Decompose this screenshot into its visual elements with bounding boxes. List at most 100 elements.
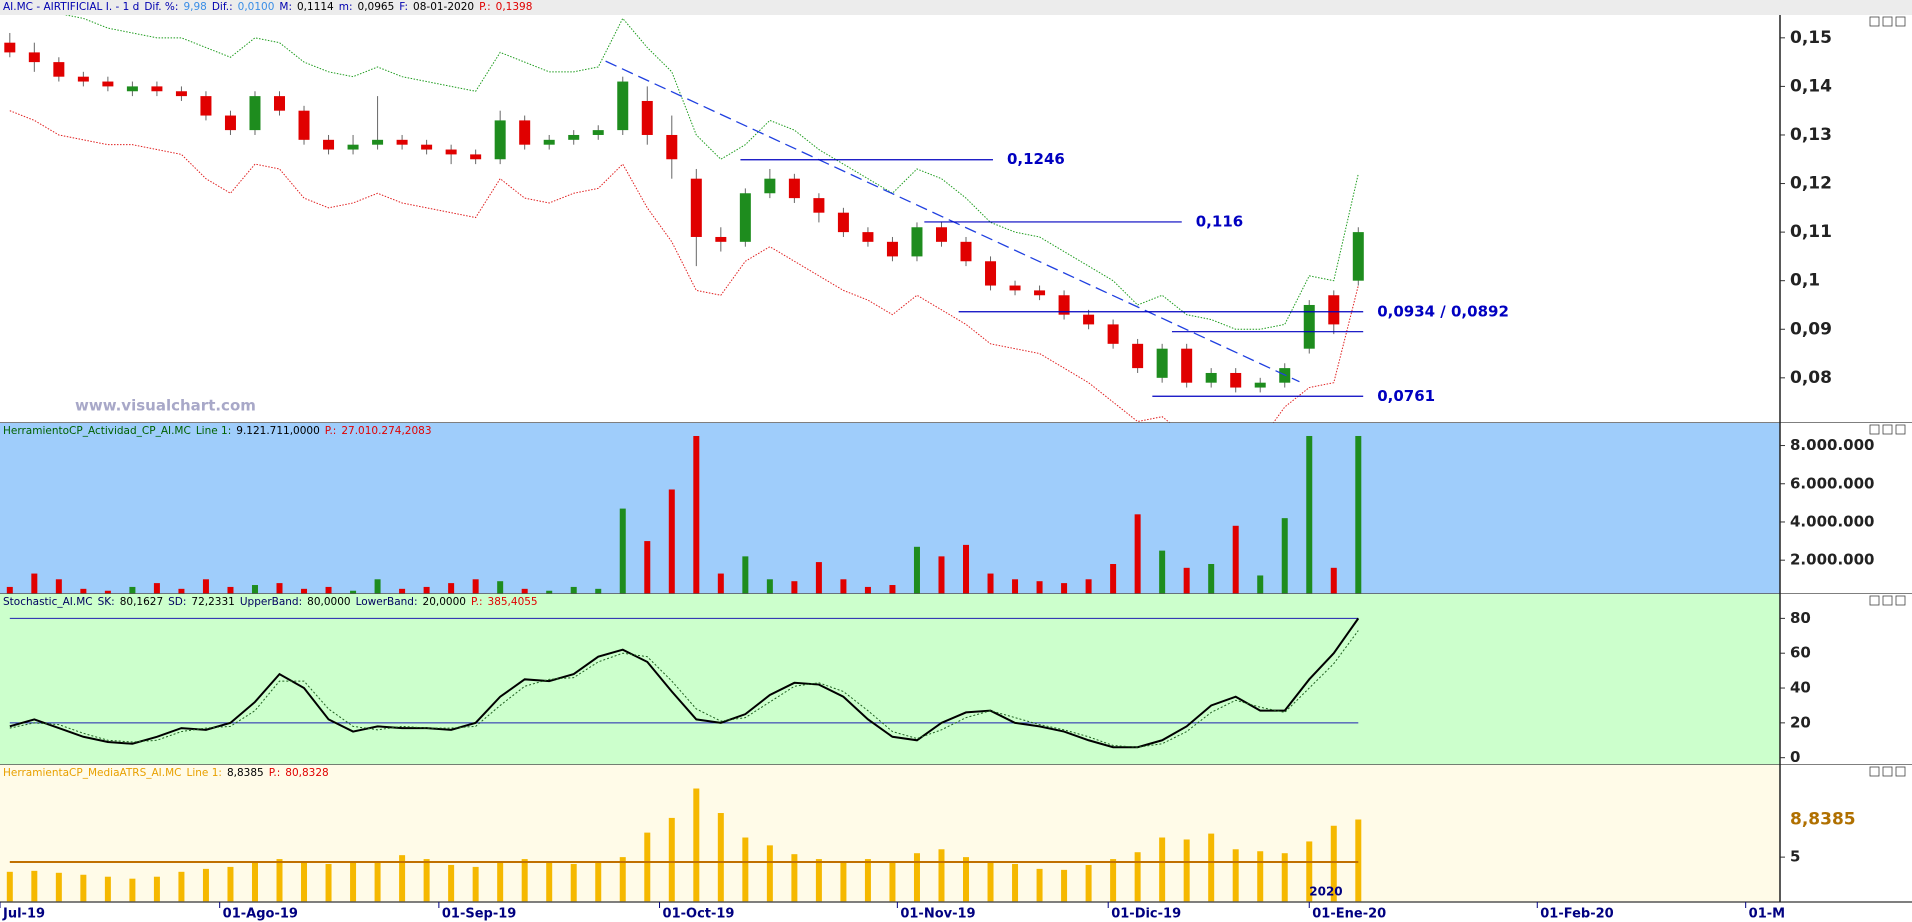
header-part: 80,8328 (285, 767, 328, 779)
bar (1159, 550, 1166, 594)
candle-body (617, 81, 629, 131)
candle-body (200, 96, 212, 116)
header-part: P.: (479, 1, 491, 13)
bar (227, 866, 234, 902)
y-tick-label: 0,11 (1790, 222, 1832, 242)
bar (153, 876, 160, 902)
bar (55, 579, 62, 594)
header-part: 8,8385 (227, 767, 264, 779)
bar (80, 588, 87, 594)
header-part: UpperBand: (240, 596, 302, 608)
window-button (1869, 595, 1880, 606)
bar (742, 837, 749, 902)
candle-body (788, 178, 800, 199)
plot-area (6, 788, 1362, 902)
bar (6, 586, 13, 594)
bar (1306, 841, 1313, 902)
bar (31, 870, 38, 902)
bar (938, 849, 945, 902)
header-part: Stochastic_AI.MC (3, 596, 93, 608)
bar (1061, 583, 1068, 594)
y-tick-label: 0,09 (1790, 319, 1832, 339)
bar (1085, 864, 1092, 902)
candle-body (1352, 232, 1364, 281)
window-button (1869, 16, 1880, 27)
band-line (9, 110, 1359, 423)
bar (913, 853, 920, 902)
bar (202, 868, 209, 902)
bar (864, 859, 871, 902)
bar (693, 788, 700, 902)
candle-body (298, 110, 310, 140)
bar (350, 590, 357, 594)
header-part: P.: (471, 596, 483, 608)
bar (276, 859, 283, 902)
candle-body (886, 241, 898, 257)
bar (864, 586, 871, 594)
y-tick-label: 5 (1790, 848, 1800, 866)
panel-background (0, 423, 1780, 594)
bar (987, 861, 994, 902)
header-part: 0,1398 (496, 1, 533, 13)
current-value-label: 8,8385 (1790, 810, 1856, 830)
candle-body (1156, 348, 1168, 378)
header-part: 27.010.274,2083 (341, 425, 431, 437)
bar (202, 579, 209, 594)
y-tick-label: 0 (1790, 748, 1800, 766)
header-part: HerramientoCP_Actividad_CP_AI.MC (3, 425, 191, 437)
bar (325, 863, 332, 902)
panel-background (0, 594, 1780, 765)
bar (668, 489, 675, 594)
header-part: m: (339, 1, 353, 13)
candle-body (641, 100, 653, 135)
y-tick-label: 20 (1790, 713, 1811, 731)
bar (595, 588, 602, 594)
bar (521, 859, 528, 902)
bar (31, 573, 38, 594)
bar (963, 857, 970, 902)
candle-body (1132, 343, 1144, 369)
bar (178, 588, 185, 594)
bar (55, 872, 62, 902)
bar (129, 878, 136, 902)
candle-body (985, 261, 997, 286)
bar (1061, 869, 1068, 902)
candle-body (1009, 285, 1021, 291)
bar (766, 579, 773, 594)
bar (1012, 579, 1019, 594)
bar (448, 864, 455, 902)
bar (1355, 819, 1362, 902)
bar (1159, 837, 1166, 902)
bar (448, 583, 455, 594)
bar (1257, 575, 1264, 594)
candle-body (764, 178, 776, 194)
window-button (1895, 766, 1906, 777)
watermark: www.visualchart.com (75, 397, 256, 415)
bar (717, 573, 724, 594)
candle-body (666, 134, 678, 160)
candle-body (1303, 304, 1315, 349)
window-button (1895, 595, 1906, 606)
header-part: 72,2331 (191, 596, 234, 608)
bar (1208, 833, 1215, 902)
candle-body (1034, 290, 1046, 296)
bar (104, 590, 111, 594)
header-part: 08-01-2020 (413, 1, 474, 13)
bar (1281, 853, 1288, 902)
panel-header: HerramientoCP_Actividad_CP_AI.MC Line 1: 9… (3, 425, 432, 437)
header-part: Dif. %: (144, 1, 178, 13)
bar (1306, 435, 1313, 594)
candle-body (494, 120, 506, 160)
bar (1110, 564, 1117, 594)
x-tick-label: 01-Dic-19 (1111, 907, 1181, 922)
candle-body (1254, 382, 1266, 388)
bar (840, 861, 847, 902)
header-part: Line 1: (187, 767, 222, 779)
header-part: LowerBand: (356, 596, 418, 608)
candle-body (274, 96, 286, 111)
bar (546, 590, 553, 594)
bar (497, 581, 504, 594)
candle-body (1230, 372, 1242, 388)
panel-header: AI.MC - AIRTIFICIAL I. - 1 d Dif. %: 9,98 D… (3, 1, 532, 13)
candle-body (592, 130, 604, 135)
